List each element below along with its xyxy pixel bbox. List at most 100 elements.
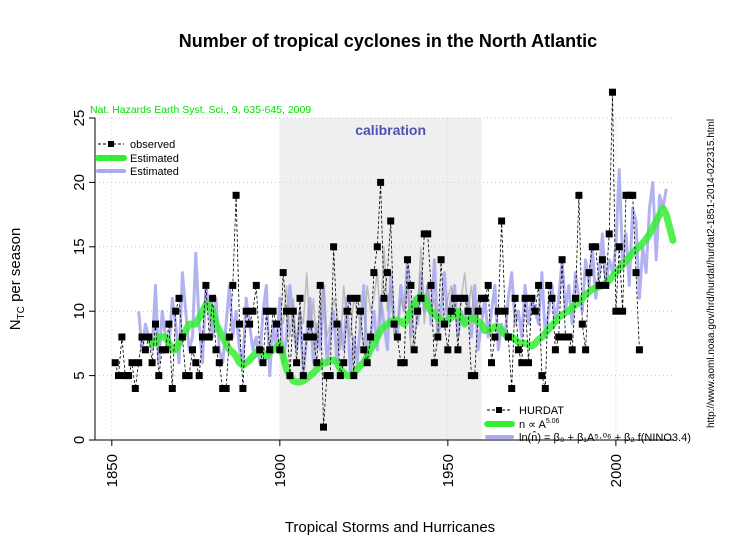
observed-point xyxy=(192,359,200,367)
observed-point xyxy=(578,320,586,328)
observed-point xyxy=(279,269,287,277)
observed-point xyxy=(619,307,627,315)
observed-point xyxy=(605,230,613,238)
observed-point xyxy=(555,333,563,341)
observed-point xyxy=(165,320,173,328)
observed-point xyxy=(209,294,217,302)
observed-point xyxy=(585,269,593,277)
observed-point xyxy=(236,320,243,328)
observed-point xyxy=(246,320,254,328)
observed-point xyxy=(138,333,146,341)
legend-observed-label: observed xyxy=(130,139,175,151)
observed-point xyxy=(340,359,348,367)
observed-point xyxy=(635,346,643,354)
citation: Nat. Hazards Earth Syst. Sci., 9, 635-64… xyxy=(90,104,311,116)
observed-point xyxy=(148,359,156,367)
source-url: http://www.aoml.noaa.gov/hrd/hurdat/hurd… xyxy=(706,119,717,428)
observed-point xyxy=(572,294,579,302)
calibration-label: calibration xyxy=(355,122,426,138)
observed-point xyxy=(430,359,438,367)
observed-point xyxy=(491,333,499,341)
observed-point xyxy=(286,372,294,380)
observed-point xyxy=(545,281,553,289)
observed-point xyxy=(360,346,368,354)
observed-point xyxy=(128,359,136,367)
observed-point xyxy=(484,281,492,289)
series-line-gray xyxy=(279,246,483,350)
legend-green-label: Estimated xyxy=(130,153,179,165)
observed-point xyxy=(202,281,210,289)
observed-point xyxy=(333,320,341,328)
observed-point xyxy=(276,346,284,354)
observed-point xyxy=(215,359,223,367)
y-axis-label-main: N xyxy=(7,319,24,330)
observed-point xyxy=(283,307,290,315)
observed-point xyxy=(189,346,196,354)
observed-point xyxy=(326,372,334,380)
observed-point xyxy=(152,320,159,328)
observed-point xyxy=(410,346,418,354)
observed-point xyxy=(531,307,539,315)
y-tick-label: 0 xyxy=(71,436,88,444)
observed-point xyxy=(498,217,506,225)
observed-point xyxy=(212,346,220,354)
observed-point xyxy=(229,281,237,289)
legend-ln-label: ln(n̂) = β₀ + β₁A⁵·⁰⁶ + β₂ f(NINO3.4) xyxy=(519,430,691,444)
observed-point xyxy=(427,281,435,289)
observed-point xyxy=(447,307,455,315)
observed-point xyxy=(373,243,381,251)
observed-point xyxy=(363,359,371,367)
legend-hurdat-label: HURDAT xyxy=(519,405,564,417)
observed-point xyxy=(548,294,556,302)
observed-point xyxy=(602,281,610,289)
observed-point xyxy=(595,281,603,289)
x-tick-label: 1900 xyxy=(272,454,289,487)
calibration-band xyxy=(279,118,482,440)
observed-point xyxy=(541,385,549,392)
observed-point xyxy=(575,191,583,199)
observed-point xyxy=(239,385,247,392)
observed-point xyxy=(125,372,133,380)
observed-point xyxy=(582,346,590,354)
observed-point xyxy=(461,294,469,302)
observed-point xyxy=(488,359,495,367)
observed-point xyxy=(501,307,509,315)
observed-point xyxy=(141,346,149,354)
observed-point xyxy=(266,346,274,354)
legend-power-sup: 5.06 xyxy=(546,418,560,425)
y-tick-label: 10 xyxy=(71,303,88,320)
observed-point xyxy=(199,333,206,341)
observed-point xyxy=(558,256,566,264)
y-tick-label: 5 xyxy=(71,371,88,379)
observed-point xyxy=(289,307,297,315)
observed-point xyxy=(518,359,526,367)
observed-point xyxy=(535,281,543,289)
observed-point xyxy=(145,333,153,341)
series-estimated-blue xyxy=(137,168,668,378)
legend-top: observed Estimated Estimated xyxy=(95,139,179,178)
observed-point xyxy=(383,269,391,277)
observed-point xyxy=(615,243,623,251)
observed-point xyxy=(249,307,257,315)
observed-point xyxy=(131,385,139,392)
observed-point xyxy=(162,346,170,354)
x-tick-label: 1850 xyxy=(104,454,121,487)
observed-point xyxy=(444,346,452,354)
observed-point xyxy=(222,385,230,392)
observed-point xyxy=(309,333,317,341)
observed-point xyxy=(407,281,415,289)
observed-point xyxy=(195,372,203,380)
legend-power-label: n ∝ A5.06 xyxy=(519,418,560,431)
observed-point xyxy=(350,372,358,380)
observed-point xyxy=(508,385,516,392)
observed-point xyxy=(370,269,378,277)
observed-point xyxy=(629,191,637,199)
observed-point xyxy=(185,372,193,380)
axes: 1850 1900 1950 2000 0 5 10 15 20 25 xyxy=(71,110,673,487)
y-tick-label: 20 xyxy=(71,174,88,191)
observed-point xyxy=(632,269,640,277)
observed-point xyxy=(441,320,448,328)
observed-point xyxy=(269,307,277,315)
observed-point xyxy=(551,346,559,354)
observed-point xyxy=(380,294,388,302)
